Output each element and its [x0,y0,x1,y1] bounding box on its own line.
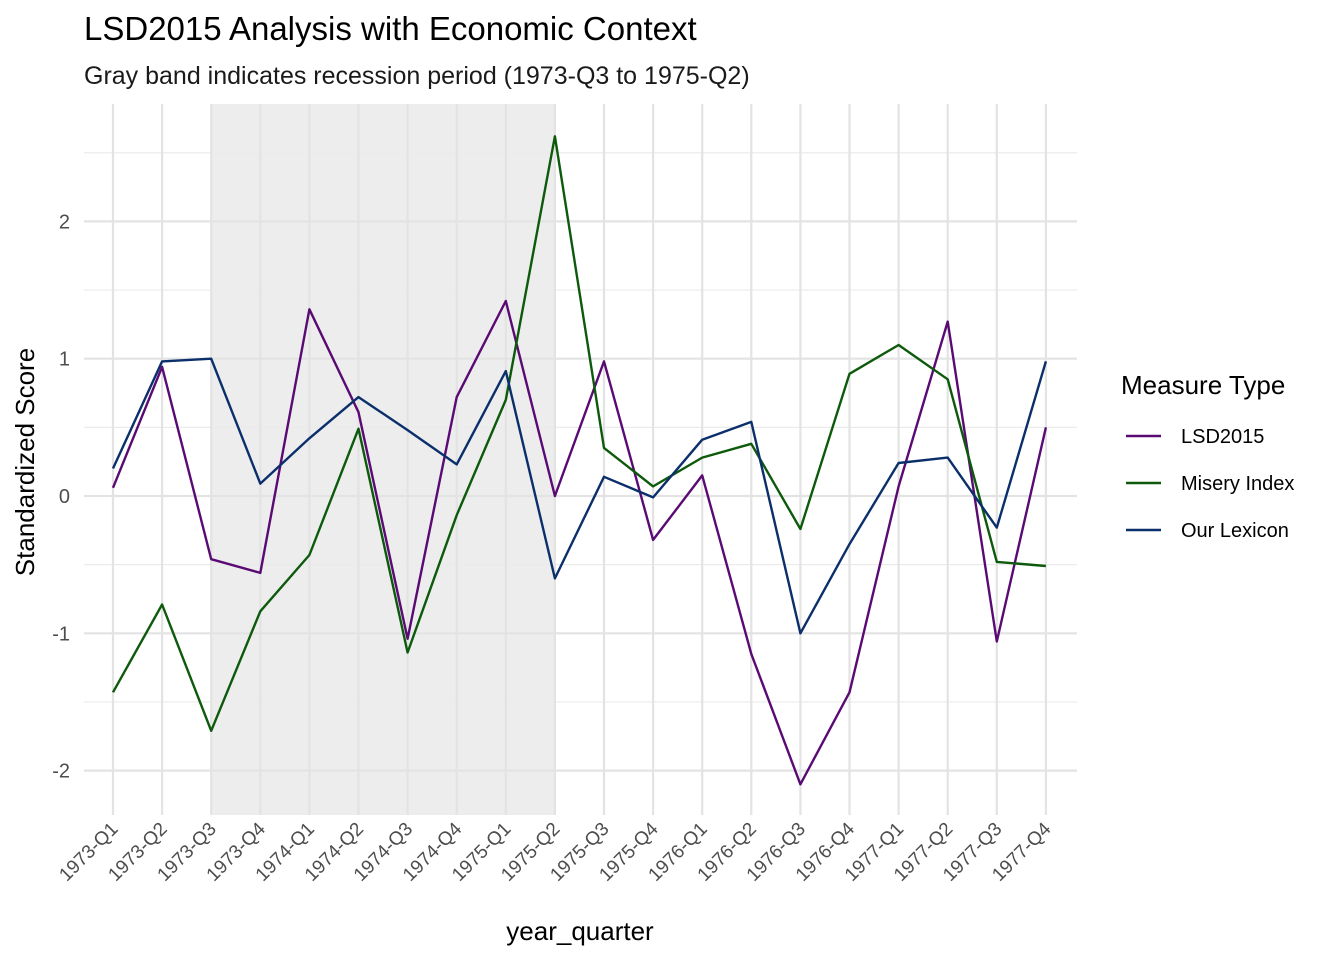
x-axis: 1973-Q11973-Q21973-Q31973-Q41974-Q11974-… [55,818,1055,885]
y-tick-label: 1 [59,349,70,371]
legend-label: Misery Index [1181,473,1294,495]
chart-subtitle: Gray band indicates recession period (19… [84,62,750,90]
series-line-lsd2015 [111,299,1048,786]
legend-label: Our Lexicon [1181,520,1289,542]
grid-major [84,104,1077,815]
series-lines [111,135,1048,786]
chart-title: LSD2015 Analysis with Economic Context [84,10,697,47]
y-axis: -2 -1 0 1 2 [52,211,70,782]
series-line-our-lexicon [111,357,1048,635]
series-line-misery-index [111,135,1046,732]
y-tick-label: 0 [59,486,70,508]
legend: Measure Type LSD2015 Misery Index Our Lexi… [1121,370,1294,542]
y-tick-label: 2 [59,211,70,233]
y-tick-label: -1 [52,623,70,645]
y-tick-label: -2 [52,761,70,783]
y-axis-label: Standardized Score [10,348,40,576]
x-axis-label: year_quarter [506,916,654,946]
plot-area [84,104,1077,815]
legend-title: Measure Type [1121,370,1285,400]
recession-band [211,104,555,815]
legend-label: LSD2015 [1181,426,1264,448]
